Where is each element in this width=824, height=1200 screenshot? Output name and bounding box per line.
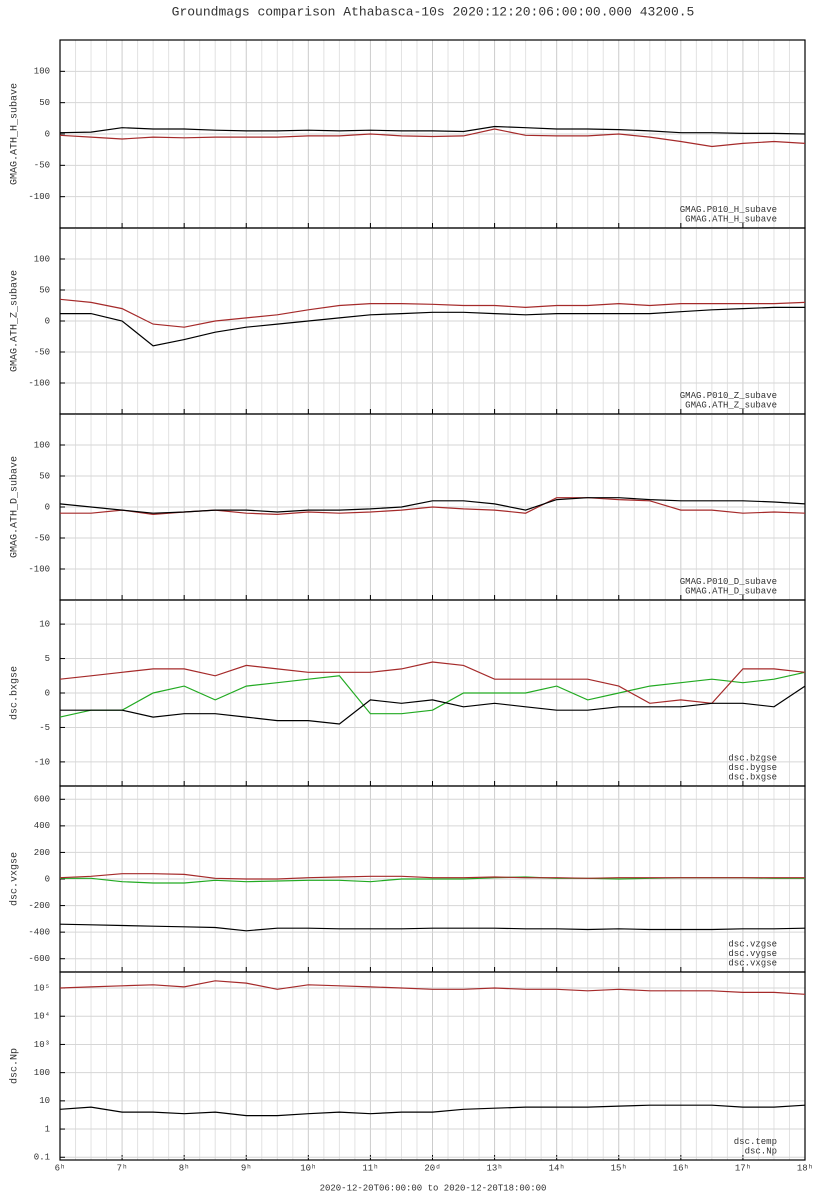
- y-tick-label: -50: [34, 161, 50, 171]
- legend-entry: GMAG.ATH_D_subave: [685, 586, 777, 596]
- y-axis-label: dsc.Np: [9, 1048, 21, 1084]
- y-axis-label: dsc.vxgse: [9, 852, 21, 906]
- y-tick-label: 0: [45, 502, 50, 512]
- y-axis-label: GMAG.ATH_Z_subave: [9, 270, 21, 372]
- x-tick-label: 17ʰ: [735, 1163, 751, 1173]
- series-line: [59, 497, 806, 514]
- y-tick-label: -5: [39, 723, 50, 733]
- series-line: [59, 298, 806, 328]
- y-tick-label: 10⁴: [34, 1011, 50, 1022]
- x-tick-label: 13ʰ: [486, 1163, 502, 1173]
- y-tick-label: 1: [45, 1124, 50, 1134]
- legend-entry: dsc.vygse: [728, 949, 777, 959]
- series-line: [59, 128, 806, 148]
- y-tick-label: 600: [34, 795, 50, 805]
- x-tick-label: 18ʰ: [797, 1163, 813, 1173]
- legend-entry: dsc.bygse: [728, 763, 777, 773]
- y-tick-label: 0.1: [34, 1153, 50, 1163]
- y-tick-label: -10: [34, 757, 50, 767]
- figure-title: Groundmags comparison Athabasca-10s 2020…: [172, 4, 695, 19]
- series-line: [59, 661, 806, 704]
- series-line: [59, 980, 806, 995]
- y-tick-label: 50: [39, 285, 50, 295]
- y-tick-label: 50: [39, 471, 50, 481]
- series-line: [59, 873, 805, 880]
- y-tick-label: 0: [45, 874, 50, 884]
- y-axis-label: GMAG.ATH_H_subave: [9, 83, 21, 185]
- y-tick-label: 10³: [34, 1040, 50, 1050]
- legend-entry: dsc.Np: [745, 1146, 777, 1156]
- y-tick-label: 100: [34, 254, 50, 264]
- x-tick-label: 20ᵈ: [424, 1163, 440, 1173]
- y-tick-label: 10⁵: [34, 983, 50, 993]
- legend-entry: GMAG.ATH_H_subave: [685, 214, 777, 224]
- y-tick-label: -400: [28, 928, 50, 938]
- legend-entry: GMAG.P010_D_subave: [680, 577, 777, 587]
- y-tick-label: 100: [34, 67, 50, 77]
- x-tick-label: 11ʰ: [362, 1163, 378, 1173]
- panel-frame: [59, 971, 806, 1161]
- legend-entry: GMAG.P010_H_subave: [680, 205, 777, 215]
- y-tick-label: 0: [45, 316, 50, 326]
- x-tick-label: 16ʰ: [673, 1163, 689, 1173]
- x-tick-label: 7ʰ: [117, 1163, 128, 1173]
- y-tick-label: -100: [28, 564, 50, 574]
- y-tick-label: -50: [34, 347, 50, 357]
- x-tick-label: 14ʰ: [549, 1163, 565, 1173]
- y-axis-label: GMAG.ATH_D_subave: [9, 456, 21, 558]
- y-tick-label: -600: [28, 954, 50, 964]
- legend-entry: dsc.vxgse: [728, 958, 777, 968]
- series-line: [59, 923, 806, 932]
- legend-entry: GMAG.P010_Z_subave: [680, 391, 777, 401]
- y-tick-label: -100: [28, 192, 50, 202]
- y-tick-label: 50: [39, 98, 50, 108]
- y-tick-label: -200: [28, 901, 50, 911]
- y-tick-label: 200: [34, 848, 50, 858]
- x-tick-label: 6ʰ: [55, 1163, 66, 1173]
- legend-entry: dsc.vzgse: [728, 939, 777, 949]
- legend-entry: GMAG.ATH_Z_subave: [685, 400, 777, 410]
- y-tick-label: -100: [28, 378, 50, 388]
- legend-entry: dsc.bxgse: [728, 772, 777, 782]
- x-tick-label: 10ʰ: [300, 1163, 316, 1173]
- y-tick-label: 10: [39, 1096, 50, 1106]
- series-line: [59, 125, 806, 135]
- series-line: [59, 1104, 806, 1117]
- series-line: [60, 685, 806, 725]
- x-tick-label: 15ʰ: [611, 1163, 627, 1173]
- y-tick-label: 400: [34, 821, 50, 831]
- y-tick-label: 100: [34, 440, 50, 450]
- legend-entry: dsc.bzgse: [728, 753, 777, 763]
- y-tick-label: 100: [34, 1068, 50, 1078]
- x-tick-label: 9ʰ: [241, 1163, 252, 1173]
- series-line: [59, 671, 806, 718]
- y-tick-label: 0: [45, 688, 50, 698]
- x-tick-label: 8ʰ: [179, 1163, 190, 1173]
- legend-entry: dsc.temp: [734, 1137, 777, 1147]
- y-axis-label: dsc.bxgse: [9, 666, 21, 720]
- y-tick-label: 5: [45, 654, 50, 664]
- y-tick-label: 0: [45, 129, 50, 139]
- y-tick-label: 10: [39, 619, 50, 629]
- x-axis-label: 2020-12-20T06:00:00 to 2020-12-20T18:00:…: [320, 1183, 547, 1193]
- y-tick-label: -50: [34, 533, 50, 543]
- series-line: [60, 306, 805, 347]
